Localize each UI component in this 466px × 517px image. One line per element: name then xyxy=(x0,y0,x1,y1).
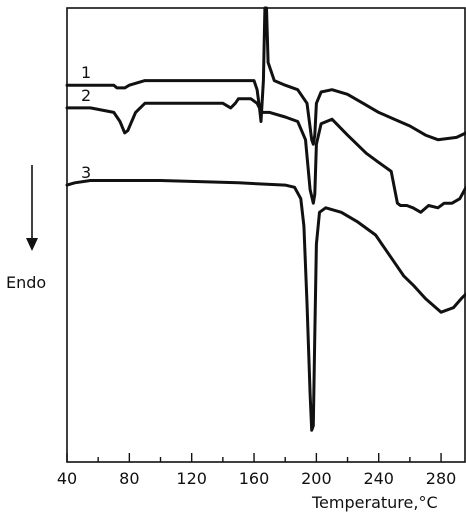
x-tick-label: 120 xyxy=(176,469,207,488)
curve-label-1: 1 xyxy=(81,63,91,82)
dsc-curve-2 xyxy=(65,97,466,214)
x-tick-label: 240 xyxy=(363,469,394,488)
x-tick-label: 160 xyxy=(239,469,270,488)
plot-frame xyxy=(66,7,466,463)
y-axis-label: Endo xyxy=(6,273,46,292)
curve-label-2: 2 xyxy=(81,86,91,105)
x-tick-label: 280 xyxy=(426,469,457,488)
x-tick-label: 40 xyxy=(57,469,77,488)
endo-arrow-icon xyxy=(26,165,38,251)
x-tick-label: 200 xyxy=(301,469,332,488)
dsc-curve-1 xyxy=(65,6,466,146)
x-axis-label: Temperature,°C xyxy=(311,493,438,512)
x-tick-label: 80 xyxy=(119,469,139,488)
curve-label-3: 3 xyxy=(81,163,91,182)
dsc-curve-3 xyxy=(65,179,466,432)
